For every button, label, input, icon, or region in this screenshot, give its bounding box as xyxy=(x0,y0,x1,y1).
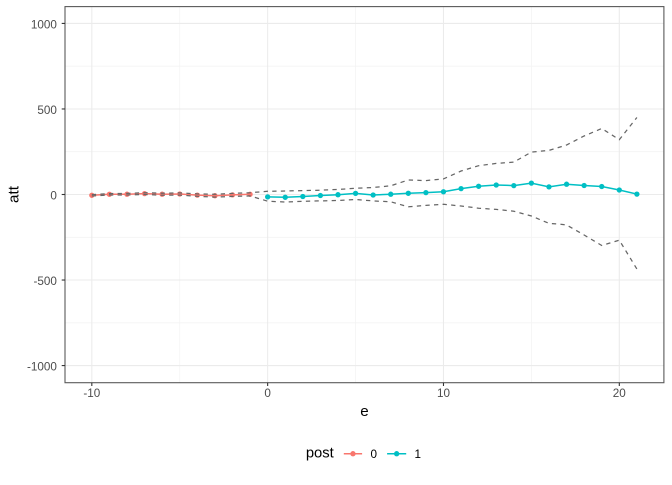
svg-text:500: 500 xyxy=(37,104,57,117)
svg-text:-10: -10 xyxy=(83,387,100,400)
svg-text:1: 1 xyxy=(415,448,422,461)
svg-text:10: 10 xyxy=(437,387,451,400)
svg-text:e: e xyxy=(360,403,368,420)
svg-text:att: att xyxy=(5,185,22,203)
svg-text:20: 20 xyxy=(613,387,627,400)
svg-text:post: post xyxy=(306,446,334,462)
svg-text:-500: -500 xyxy=(33,275,57,288)
svg-text:0: 0 xyxy=(50,190,57,203)
svg-text:1000: 1000 xyxy=(31,19,58,32)
svg-text:-1000: -1000 xyxy=(27,361,57,374)
svg-text:0: 0 xyxy=(264,387,271,400)
svg-text:0: 0 xyxy=(371,448,378,461)
